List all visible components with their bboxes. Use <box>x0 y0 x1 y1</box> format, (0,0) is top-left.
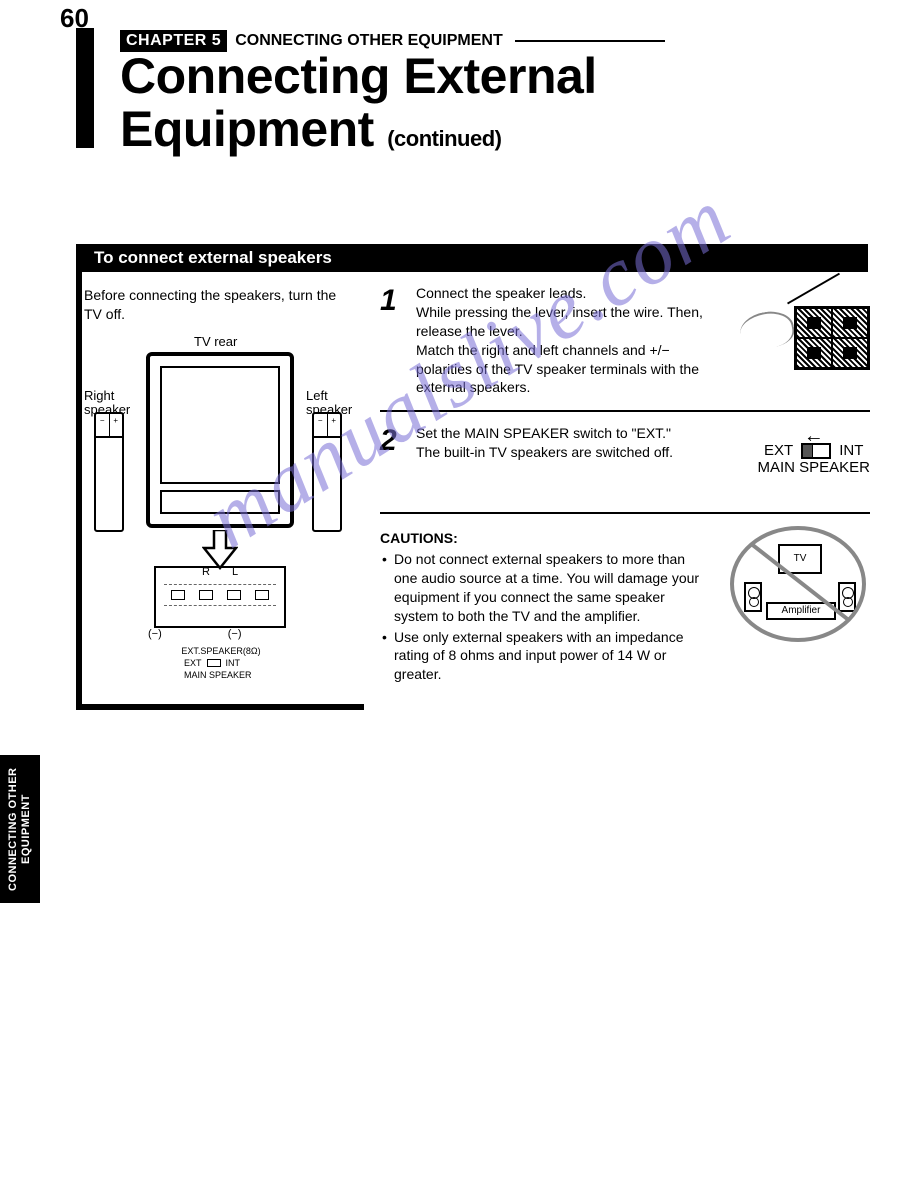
left-speaker-icon: −+ <box>312 412 342 532</box>
arrow-left-icon: ← <box>757 430 870 442</box>
tv-base <box>160 490 280 514</box>
title-line-1: Connecting External <box>120 48 597 104</box>
ext-label: EXT <box>764 442 793 459</box>
manual-page: CHAPTER 5 CONNECTING OTHER EQUIPMENT Con… <box>0 0 918 68</box>
minus-left: (−) <box>148 628 162 640</box>
right-speaker-icon: −+ <box>94 412 124 532</box>
cautions-block: CAUTIONS: Do not connect external speake… <box>380 530 870 686</box>
terminal-block-icon <box>794 306 870 370</box>
polarity-labels: (−) (−) <box>148 628 242 640</box>
section-header-bar: To connect external speakers <box>76 244 868 272</box>
hand-icon <box>737 308 796 353</box>
speaker-terminal-icon: R L <box>154 566 286 628</box>
title-accent-bar <box>76 28 94 148</box>
tv-screen-area <box>160 366 280 484</box>
int-small: INT <box>226 658 241 668</box>
terminal-l: L <box>232 566 238 578</box>
main-speaker-label: MAIN SPEAKER <box>757 459 870 476</box>
switch-icon <box>801 443 831 459</box>
tv-rear-icon <box>146 352 294 528</box>
ext-speaker-label: EXT.SPEAKER(8Ω) <box>176 646 266 656</box>
arrow-down-icon <box>202 530 238 570</box>
minus-right: (−) <box>228 628 242 640</box>
ext-small: EXT <box>184 658 202 668</box>
tv-rear-label: TV rear <box>194 334 237 349</box>
connection-diagram: TV rear Right speaker Left speaker −+ −+… <box>84 334 346 704</box>
chapter-rule <box>515 40 665 42</box>
page-number: 60 <box>60 3 89 34</box>
terminal-ports <box>164 584 276 606</box>
title-continued: (continued) <box>387 126 501 151</box>
terminal-rl-labels: R L <box>202 566 238 578</box>
step-1-figure <box>740 284 870 374</box>
side-tab: CONNECTING OTHER EQUIPMENT <box>0 755 40 903</box>
step-number: 2 <box>380 424 404 462</box>
prohibit-diagram: TV Amplifier <box>730 526 870 646</box>
page-title: Connecting External Equipment (continued… <box>120 50 597 155</box>
switch-mini-icon <box>207 659 221 667</box>
title-line-2: Equipment <box>120 101 374 157</box>
switch-label-small: EXT INT <box>184 658 240 668</box>
main-speaker-small: MAIN SPEAKER <box>184 670 252 680</box>
section-title: To connect external speakers <box>76 244 342 272</box>
terminal-r: R <box>202 566 210 578</box>
prohibit-circle-icon <box>730 526 866 642</box>
step-divider <box>380 410 870 412</box>
step-2: 2 Set the MAIN SPEAKER switch to "EXT." … <box>380 424 870 462</box>
step-2-figure: ← EXT INT MAIN SPEAKER <box>757 430 870 476</box>
step-1: 1 Connect the speaker leads. While press… <box>380 284 870 397</box>
int-label: INT <box>839 442 863 459</box>
step-divider <box>380 512 870 514</box>
step-number: 1 <box>380 284 404 397</box>
